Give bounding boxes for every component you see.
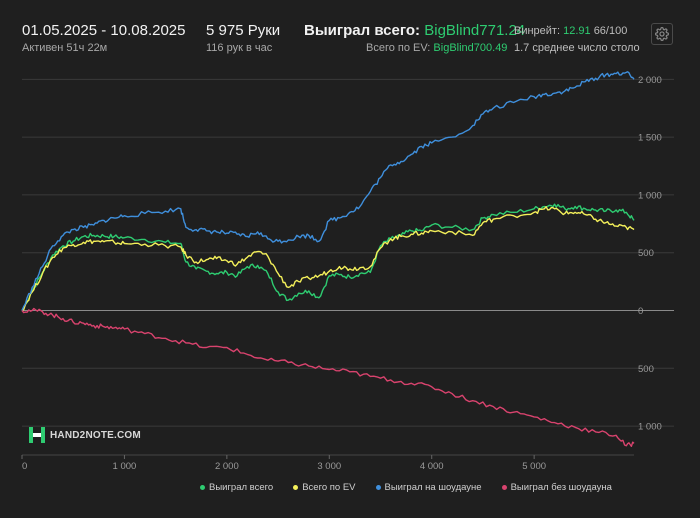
hand2note-logo-icon: [29, 427, 45, 443]
hands-count: 5 975 Руки: [206, 22, 281, 39]
legend-label: Всего по EV: [302, 481, 356, 493]
legend-dot-icon: [200, 484, 205, 490]
x-tick-label: 1 000: [113, 461, 137, 472]
logo-text: HAND2NOTE.COM: [50, 429, 141, 441]
y-tick-label: 500: [638, 364, 654, 375]
legend-label: Выиграл всего: [209, 481, 274, 493]
winrate-label: Винрейт:: [514, 25, 561, 37]
x-tick-label: 4 000: [420, 461, 444, 472]
y-axis-ticks: 2 000 1 500 1 000 500 0 500 1 000: [638, 75, 662, 433]
series-line-2: [21, 71, 635, 311]
y-tick-label: 2 000: [638, 75, 662, 86]
winrate-value: 12.91: [563, 25, 591, 37]
x-axis-ticks: 0 1 000 2 000 3 000 4 000 5 000: [21, 455, 546, 472]
x-tick-label: 5 000: [522, 461, 546, 472]
winnings-chart: 0 1 000 2 000 3 000 4 000 5 000 2 000 1 500 1 0…: [21, 71, 674, 472]
hands-per-hour: 116 рук в час: [206, 42, 273, 54]
chart-grid: [22, 78, 674, 456]
y-tick-label: 1 000: [638, 190, 662, 201]
legend-dot-icon: [375, 484, 381, 490]
legend-label: Выиграл без шоудауна: [510, 481, 612, 493]
chart-series: [21, 71, 635, 447]
y-tick-label: 500: [638, 248, 654, 259]
gear-icon: [655, 27, 669, 41]
legend-item-ev-total[interactable]: Всего по EV: [293, 480, 356, 494]
ev-total-value: BigBlind700.49: [433, 42, 508, 54]
active-time: Активен 51ч 22м: [22, 42, 108, 54]
x-tick-label: 3 000: [317, 461, 341, 472]
date-range: 01.05.2025 - 10.08.2025: [22, 22, 186, 39]
series-line-1: [21, 206, 635, 312]
winrate-extra: 66/100: [593, 25, 628, 37]
ev-total: Всего по EV: BigBlind700.49: [366, 42, 507, 54]
chart-legend: Выиграл всего Всего по EV Выиграл на шоу…: [200, 480, 640, 494]
settings-button[interactable]: [651, 23, 673, 45]
ev-total-label: Всего по EV:: [366, 42, 431, 54]
series-line-3: [21, 307, 635, 447]
hand2note-logo: HAND2NOTE.COM: [28, 426, 141, 444]
won-total-value: BigBlind771.24: [424, 22, 526, 39]
legend-label: Выиграл на шоудауне: [384, 481, 482, 493]
x-tick-label: 0: [22, 461, 27, 472]
y-tick-label: 1 000: [638, 422, 662, 433]
y-tick-label: 1 500: [638, 133, 662, 144]
x-tick-label: 2 000: [215, 461, 239, 472]
won-total-label: Выиграл всего:: [304, 22, 421, 39]
winrate: Винрейт: 12.91 66/100: [514, 25, 627, 37]
legend-item-won-total[interactable]: Выиграл всего: [200, 480, 273, 494]
legend-item-non-showdown[interactable]: Выиграл без шоудауна: [501, 480, 612, 494]
series-line-0: [21, 203, 635, 311]
legend-dot-icon: [501, 484, 507, 490]
legend-dot-icon: [293, 484, 299, 490]
legend-item-showdown[interactable]: Выиграл на шоудауне: [375, 480, 482, 494]
stats-header: 01.05.2025 - 10.08.2025 Активен 51ч 22м …: [0, 0, 700, 62]
won-total: Выиграл всего: BigBlind771.24: [304, 22, 525, 39]
avg-tables: 1.7 среднее число столо: [514, 42, 640, 54]
y-tick-label: 0: [638, 306, 643, 317]
